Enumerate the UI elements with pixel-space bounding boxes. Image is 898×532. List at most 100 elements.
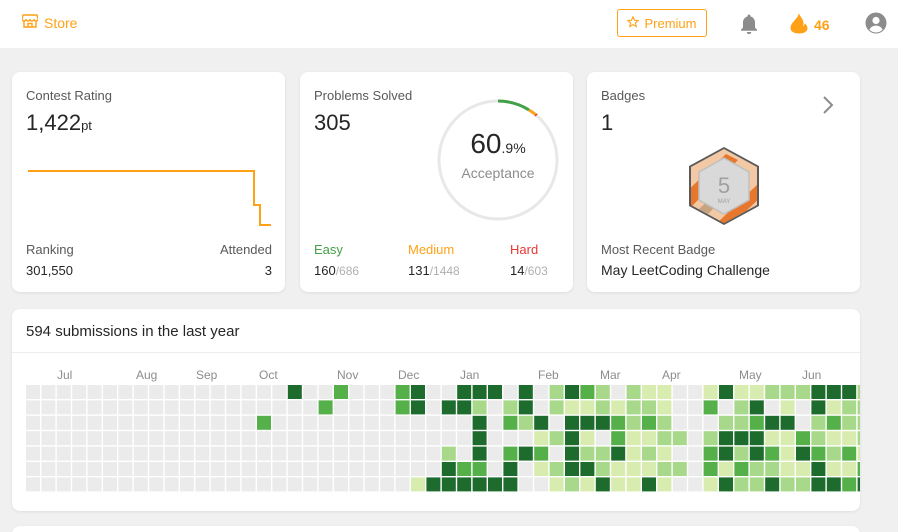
heatmap-cell[interactable] [133, 446, 148, 461]
heatmap-cell[interactable] [626, 400, 641, 415]
heatmap-cell[interactable] [657, 446, 672, 461]
heatmap-cell[interactable] [103, 446, 117, 461]
heatmap-cell[interactable] [210, 477, 225, 492]
heatmap-cell[interactable] [842, 462, 857, 476]
heatmap-cell[interactable] [811, 462, 826, 476]
heatmap-cell[interactable] [457, 446, 472, 461]
heatmap-cell[interactable] [56, 400, 71, 415]
heatmap-cell[interactable] [26, 415, 40, 430]
heatmap-cell[interactable] [688, 400, 703, 415]
heatmap-cell[interactable] [642, 400, 656, 415]
heatmap-cell[interactable] [87, 477, 102, 492]
heatmap-cell[interactable] [719, 462, 733, 476]
heatmap-cell[interactable] [411, 477, 425, 492]
heatmap-cell[interactable] [457, 385, 472, 399]
heatmap-cell[interactable] [41, 446, 56, 461]
heatmap-cell[interactable] [318, 385, 333, 399]
heatmap-cell[interactable] [72, 400, 87, 415]
heatmap-cell[interactable] [857, 415, 860, 430]
heatmap-cell[interactable] [580, 462, 595, 476]
heatmap-cell[interactable] [257, 477, 271, 492]
heatmap-cell[interactable] [441, 446, 456, 461]
heatmap-cell[interactable] [334, 400, 348, 415]
heatmap-cell[interactable] [210, 446, 225, 461]
heatmap-cell[interactable] [857, 477, 860, 492]
heatmap-cell[interactable] [611, 477, 626, 492]
heatmap-cell[interactable] [580, 446, 595, 461]
heatmap-cell[interactable] [164, 462, 179, 476]
heatmap-cell[interactable] [241, 477, 256, 492]
heatmap-cell[interactable] [164, 446, 179, 461]
heatmap-cell[interactable] [380, 477, 395, 492]
heatmap-cell[interactable] [595, 431, 610, 446]
heatmap-cell[interactable] [180, 400, 194, 415]
heatmap-cell[interactable] [565, 431, 579, 446]
heatmap-cell[interactable] [765, 415, 780, 430]
heatmap-cell[interactable] [580, 415, 595, 430]
heatmap-cell[interactable] [611, 431, 626, 446]
heatmap-cell[interactable] [118, 431, 133, 446]
heatmap-cell[interactable] [318, 446, 333, 461]
heatmap-cell[interactable] [457, 415, 472, 430]
heatmap-cell[interactable] [26, 462, 40, 476]
heatmap-cell[interactable] [857, 431, 860, 446]
heatmap-cell[interactable] [503, 446, 518, 461]
heatmap-cell[interactable] [257, 462, 271, 476]
heatmap-cell[interactable] [734, 446, 749, 461]
heatmap-cell[interactable] [734, 462, 749, 476]
heatmap-cell[interactable] [503, 400, 518, 415]
heatmap-cell[interactable] [626, 462, 641, 476]
heatmap-cell[interactable] [642, 385, 656, 399]
heatmap-cell[interactable] [349, 431, 364, 446]
heatmap-cell[interactable] [534, 477, 549, 492]
heatmap-cell[interactable] [826, 400, 841, 415]
heatmap-cell[interactable] [688, 431, 703, 446]
heatmap-cell[interactable] [765, 385, 780, 399]
heatmap-cell[interactable] [226, 385, 241, 399]
heatmap-cell[interactable] [534, 431, 549, 446]
heatmap-cell[interactable] [257, 446, 271, 461]
heatmap-cell[interactable] [672, 431, 687, 446]
heatmap-cell[interactable] [780, 415, 795, 430]
heatmap-cell[interactable] [133, 400, 148, 415]
heatmap-cell[interactable] [503, 415, 518, 430]
heatmap-cell[interactable] [303, 431, 318, 446]
heatmap-cell[interactable] [765, 477, 780, 492]
heatmap-cell[interactable] [195, 415, 210, 430]
heatmap-cell[interactable] [56, 477, 71, 492]
heatmap-cell[interactable] [580, 431, 595, 446]
heatmap-cell[interactable] [411, 446, 425, 461]
heatmap-cell[interactable] [488, 400, 502, 415]
heatmap-cell[interactable] [257, 415, 271, 430]
heatmap-cell[interactable] [257, 431, 271, 446]
heatmap-cell[interactable] [56, 462, 71, 476]
heatmap-cell[interactable] [380, 400, 395, 415]
heatmap-cell[interactable] [287, 462, 302, 476]
heatmap-cell[interactable] [796, 462, 810, 476]
heatmap-cell[interactable] [133, 477, 148, 492]
heatmap-cell[interactable] [180, 415, 194, 430]
heatmap-cell[interactable] [503, 431, 518, 446]
heatmap-cell[interactable] [87, 431, 102, 446]
heatmap-cell[interactable] [826, 385, 841, 399]
heatmap-cell[interactable] [595, 462, 610, 476]
heatmap-cell[interactable] [765, 400, 780, 415]
heatmap-cell[interactable] [318, 462, 333, 476]
heatmap-cell[interactable] [103, 477, 117, 492]
heatmap-cell[interactable] [749, 446, 764, 461]
heatmap-cell[interactable] [334, 446, 348, 461]
heatmap-cell[interactable] [103, 385, 117, 399]
heatmap-cell[interactable] [334, 415, 348, 430]
heatmap-cell[interactable] [395, 431, 410, 446]
heatmap-cell[interactable] [626, 385, 641, 399]
heatmap-cell[interactable] [180, 446, 194, 461]
heatmap-cell[interactable] [241, 446, 256, 461]
heatmap-cell[interactable] [272, 431, 287, 446]
heatmap-cell[interactable] [780, 477, 795, 492]
heatmap-cell[interactable] [611, 385, 626, 399]
heatmap-cell[interactable] [272, 462, 287, 476]
heatmap-cell[interactable] [26, 385, 40, 399]
heatmap-cell[interactable] [411, 462, 425, 476]
heatmap-cell[interactable] [488, 385, 502, 399]
heatmap-cell[interactable] [349, 446, 364, 461]
